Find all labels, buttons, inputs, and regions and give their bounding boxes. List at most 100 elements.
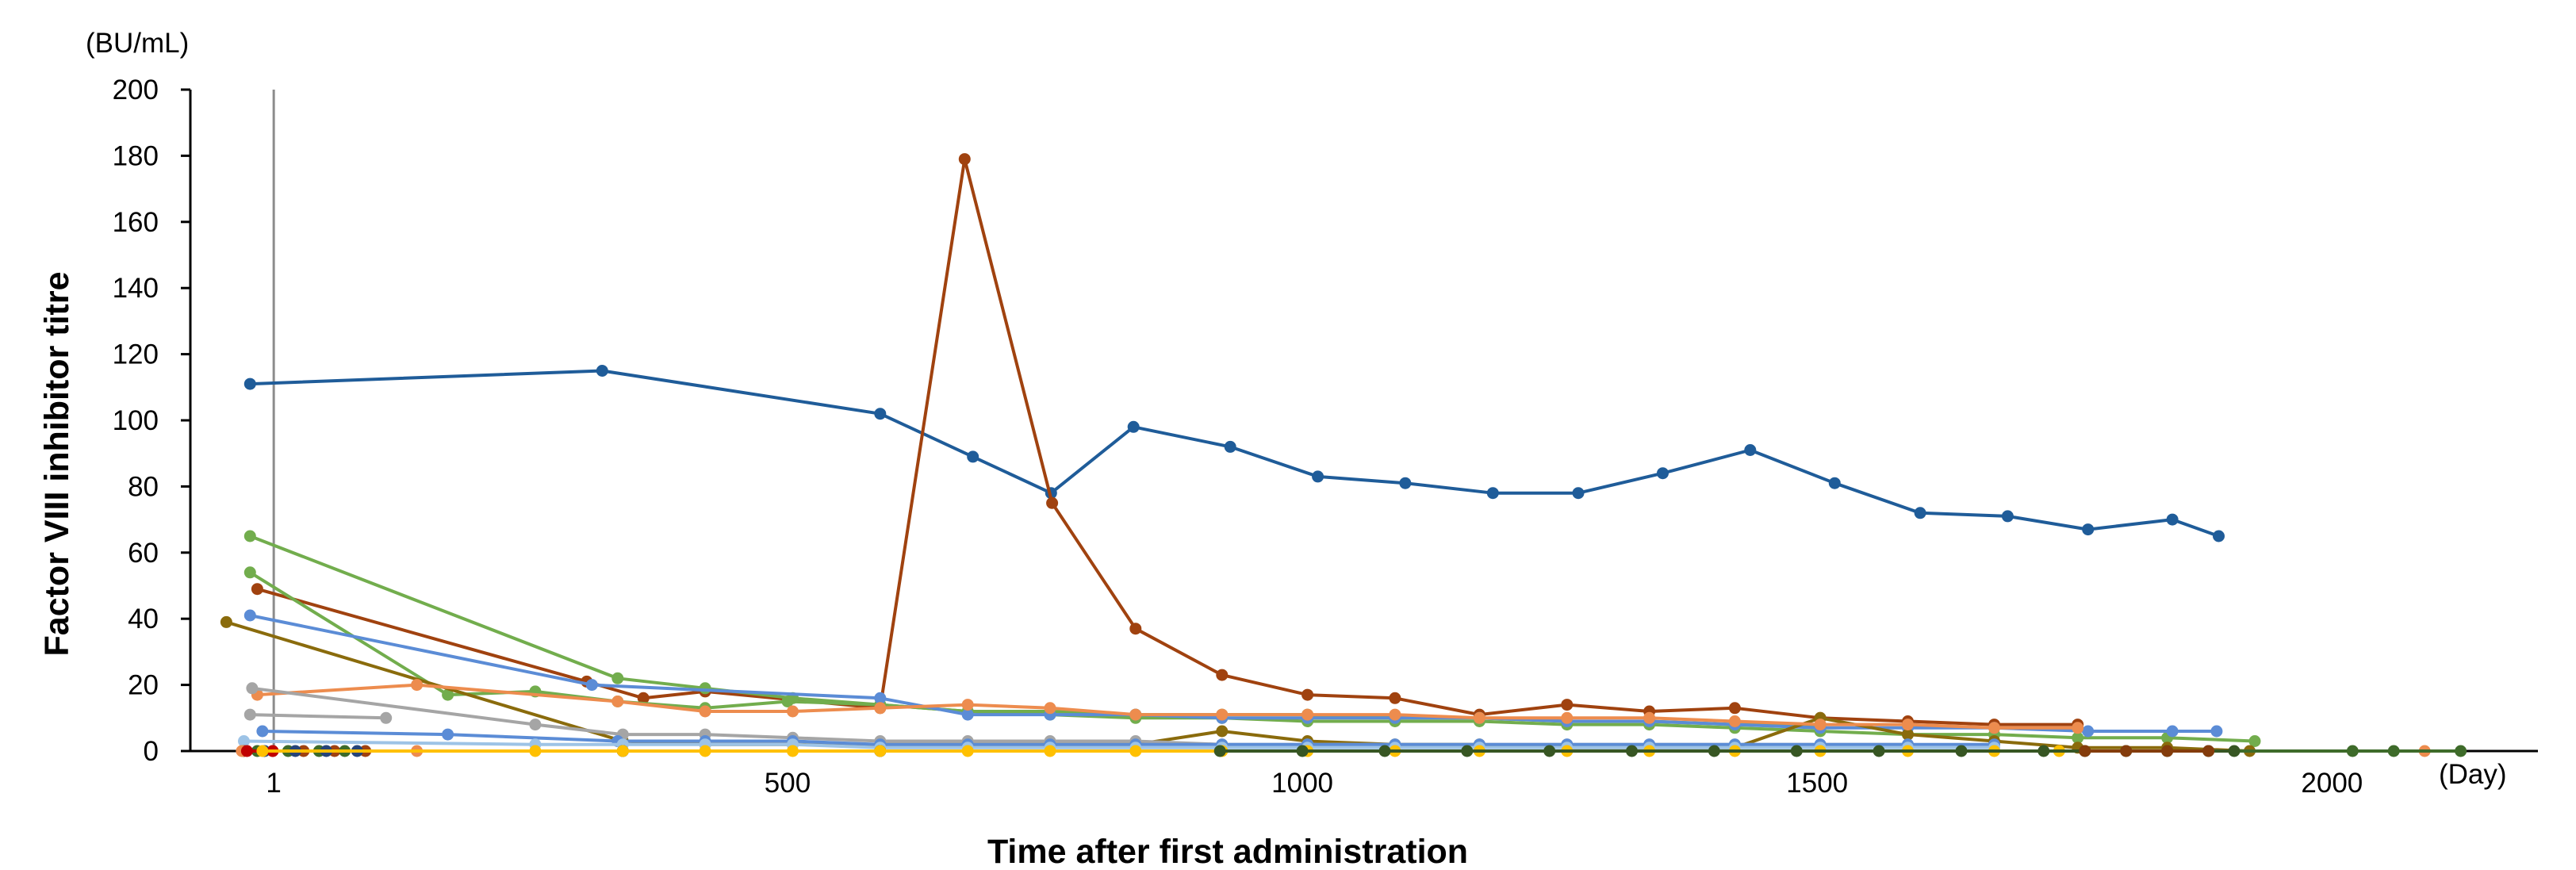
data-point <box>1399 477 1412 489</box>
x-tick-label: 1 <box>266 768 281 799</box>
x-axis: 1 500 1000 1500 2000 <box>190 749 2538 799</box>
data-point <box>1127 420 1140 433</box>
data-point <box>2079 745 2091 757</box>
data-point <box>1046 496 1059 509</box>
data-point <box>1626 745 1638 757</box>
data-point <box>1224 440 1236 453</box>
data-point <box>238 735 250 747</box>
series-19 <box>2079 745 2215 757</box>
data-point <box>637 692 650 704</box>
data-point <box>1301 708 1314 721</box>
data-point <box>256 725 269 738</box>
data-point <box>1828 477 1841 489</box>
data-point <box>1728 702 1741 715</box>
y-unit-label: (BU/mL) <box>86 28 189 59</box>
data-point <box>1129 745 1142 757</box>
x-unit-label: (Day) <box>2439 759 2507 790</box>
x-axis-title: Time after first administration <box>987 833 1468 870</box>
data-point <box>2210 725 2223 738</box>
data-point <box>2120 745 2133 757</box>
data-point <box>1486 487 1499 500</box>
data-point <box>1216 708 1229 721</box>
data-point <box>2072 722 2084 734</box>
data-point <box>699 745 711 757</box>
data-point <box>1914 507 1926 519</box>
data-point <box>874 702 887 715</box>
data-point <box>1988 722 2000 734</box>
data-point <box>246 682 259 695</box>
data-point <box>529 719 542 731</box>
data-point <box>1473 711 1485 724</box>
data-point <box>2387 745 2400 757</box>
data-point <box>874 745 887 757</box>
y-tick-label: 120 <box>113 339 159 370</box>
data-point <box>243 378 256 390</box>
data-point <box>1389 692 1401 704</box>
series-line <box>250 713 386 720</box>
y-tick-label: 60 <box>128 538 159 569</box>
x-tick-label: 500 <box>765 768 811 799</box>
data-point <box>1216 669 1229 681</box>
data-point <box>611 696 624 707</box>
data-point <box>2082 523 2095 536</box>
data-point <box>596 365 608 377</box>
y-axis: 0 20 40 60 80 100 120 140 160 180 200 <box>113 75 192 767</box>
data-point <box>2213 530 2225 542</box>
data-point <box>220 615 232 628</box>
data-point <box>2166 725 2179 738</box>
data-point <box>1902 719 1914 731</box>
data-point <box>256 745 269 757</box>
data-point <box>1561 699 1574 711</box>
series-layer <box>220 153 2467 757</box>
data-point <box>1301 688 1314 701</box>
x-tick-label: 1500 <box>1786 768 1848 799</box>
data-point <box>1044 745 1056 757</box>
data-point <box>1129 708 1142 721</box>
data-point <box>1572 487 1585 500</box>
data-point <box>787 745 799 757</box>
data-point <box>874 408 887 420</box>
data-point <box>1389 708 1401 721</box>
data-point <box>1728 715 1741 727</box>
data-point <box>2228 745 2241 757</box>
data-point <box>243 530 256 542</box>
series-line <box>256 157 2078 726</box>
data-point <box>380 711 393 724</box>
data-point <box>2202 745 2215 757</box>
data-point <box>1744 444 1757 456</box>
data-point <box>616 745 629 757</box>
y-tick-label: 100 <box>113 405 159 436</box>
y-tick-label: 20 <box>128 670 159 701</box>
series-line <box>249 571 1821 726</box>
y-tick-label: 160 <box>113 207 159 238</box>
y-tick-label: 0 <box>144 736 159 767</box>
data-point <box>2455 745 2467 757</box>
data-point <box>2037 745 2050 757</box>
y-tick-label: 40 <box>128 604 159 634</box>
data-point <box>1044 702 1056 715</box>
data-point <box>1902 728 1914 741</box>
series-7 <box>251 679 2084 734</box>
data-point <box>411 679 424 692</box>
data-point <box>243 708 256 721</box>
data-point <box>787 705 799 718</box>
data-point <box>1561 711 1574 724</box>
data-point <box>967 450 979 463</box>
data-point <box>961 745 974 757</box>
data-point <box>2248 735 2261 747</box>
series-1 <box>243 365 2225 542</box>
data-point <box>699 705 711 718</box>
data-point <box>2001 510 2014 523</box>
data-point <box>1216 725 1229 738</box>
data-point <box>442 728 454 741</box>
data-point <box>611 672 624 684</box>
data-point <box>2161 745 2174 757</box>
data-point <box>1873 745 1885 757</box>
data-point <box>529 745 542 757</box>
data-point <box>1814 719 1827 731</box>
series-9 <box>243 708 393 724</box>
y-tick-label: 200 <box>113 75 159 105</box>
data-point <box>240 745 253 757</box>
y-axis-title: Factor VIII inhibitor titre <box>38 272 76 657</box>
